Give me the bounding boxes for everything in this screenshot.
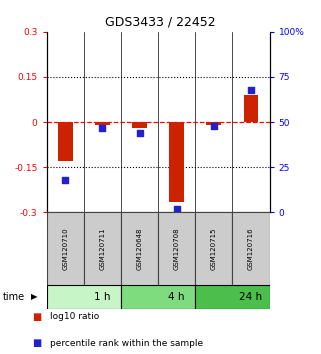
Text: GSM120716: GSM120716 xyxy=(248,227,254,270)
Bar xyxy=(58,122,73,161)
Text: time: time xyxy=(3,292,25,302)
Bar xyxy=(169,122,184,202)
Bar xyxy=(47,212,84,285)
Bar xyxy=(132,122,147,128)
Bar xyxy=(206,122,221,125)
Text: 1 h: 1 h xyxy=(94,292,110,302)
Text: GSM120715: GSM120715 xyxy=(211,227,217,270)
Text: GSM120711: GSM120711 xyxy=(99,227,105,270)
Bar xyxy=(244,95,258,122)
Text: GSM120708: GSM120708 xyxy=(174,227,180,270)
Text: ■: ■ xyxy=(32,312,41,322)
Text: GSM120648: GSM120648 xyxy=(136,227,143,270)
Text: percentile rank within the sample: percentile rank within the sample xyxy=(50,339,203,348)
Text: GSM120710: GSM120710 xyxy=(62,227,68,270)
Point xyxy=(174,206,179,212)
Bar xyxy=(158,212,195,285)
Point xyxy=(211,123,216,129)
Bar xyxy=(95,122,110,125)
Point xyxy=(248,87,254,92)
Bar xyxy=(232,212,270,285)
Text: 24 h: 24 h xyxy=(239,292,263,302)
Bar xyxy=(195,212,232,285)
Text: log10 ratio: log10 ratio xyxy=(50,312,99,321)
Point xyxy=(137,130,142,136)
Bar xyxy=(121,285,195,309)
Point xyxy=(100,125,105,130)
Bar xyxy=(84,212,121,285)
Bar xyxy=(121,212,158,285)
Bar xyxy=(47,285,121,309)
Point xyxy=(63,177,68,183)
Text: ■: ■ xyxy=(32,338,41,348)
Text: ▶: ▶ xyxy=(31,292,38,301)
Text: 4 h: 4 h xyxy=(169,292,185,302)
Bar xyxy=(195,285,270,309)
Text: GDS3433 / 22452: GDS3433 / 22452 xyxy=(105,16,216,29)
